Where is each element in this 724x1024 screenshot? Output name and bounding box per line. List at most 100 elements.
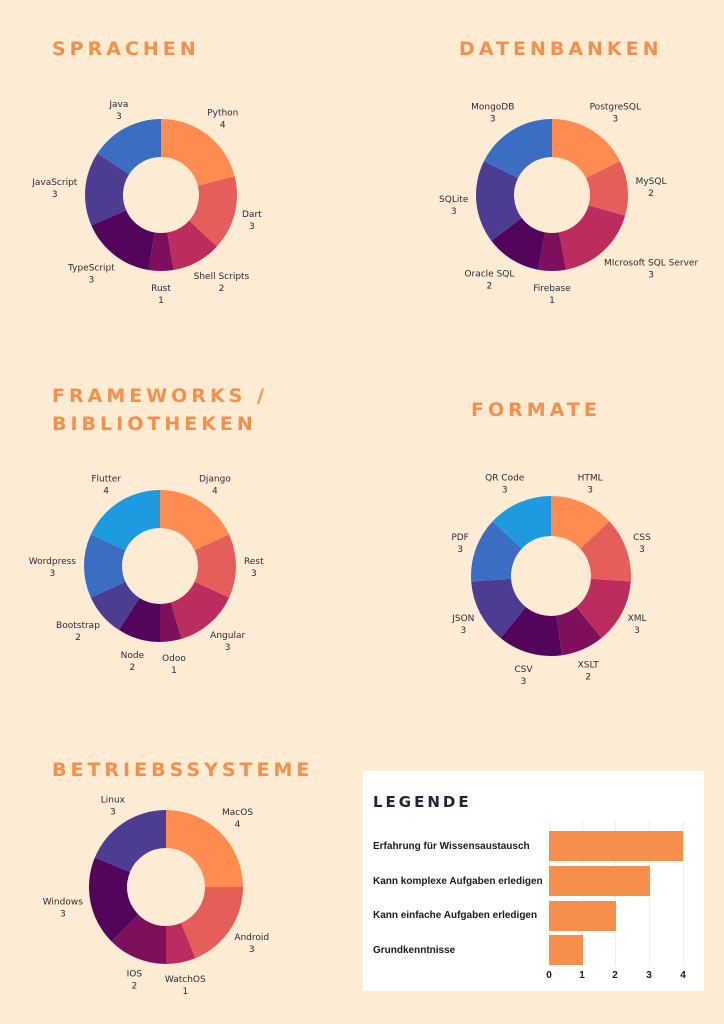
slice-shell-scripts <box>167 220 217 270</box>
slice-value-macos: 4 <box>235 820 241 830</box>
slice-android <box>180 887 244 959</box>
legend-gridline <box>683 821 684 966</box>
frameworks-title: FRAMEWORKS / BIBLIOTHEKEN <box>52 385 268 435</box>
slice-pdf <box>471 521 522 582</box>
legend-tick-label: 0 <box>546 970 552 981</box>
slice-label-html: HTML <box>578 473 603 483</box>
slice-label-json: JSON <box>451 614 474 624</box>
slice-odoo <box>160 602 182 642</box>
slice-label-mongodb: MongoDB <box>471 103 514 113</box>
legend-bar <box>549 901 616 931</box>
slice-flutter <box>90 490 160 551</box>
slice-label-linux: Linux <box>101 796 126 806</box>
slice-value-xslt: 2 <box>585 673 591 683</box>
slice-label-angular: Angular <box>210 631 245 641</box>
slice-label-wordpress: Wordpress <box>29 557 77 567</box>
slice-python <box>161 119 235 186</box>
slice-label-csv: CSV <box>514 665 533 675</box>
slice-label-rest: Rest <box>244 557 264 567</box>
legend-row-label: Kann komplexe Aufgaben erledigen <box>373 876 543 887</box>
slice-label-mysql: MySQL <box>636 177 667 187</box>
legend-row-label: Grundkenntnisse <box>373 945 456 956</box>
slice-microsoft-sql-server <box>558 205 626 270</box>
slice-label-ios: IOS <box>127 969 143 979</box>
legend-tick-label: 4 <box>680 970 686 981</box>
slice-watchos <box>166 923 196 964</box>
slice-wordpress <box>84 534 126 598</box>
slice-value-xml: 3 <box>634 626 640 636</box>
slice-label-xslt: XSLT <box>578 661 600 671</box>
legend-gridline <box>649 821 650 966</box>
slice-value-windows: 3 <box>60 909 66 919</box>
slice-label-bootstrap: Bootstrap <box>56 621 100 631</box>
legend-bar <box>549 935 583 965</box>
slice-rest <box>194 534 236 598</box>
legend-bar <box>549 831 683 861</box>
slice-label-watchos: WatchOS <box>165 975 206 985</box>
slice-value-json: 3 <box>460 626 466 636</box>
slice-value-wordpress: 3 <box>50 569 56 579</box>
slice-value-javascript: 3 <box>52 190 58 200</box>
legend-row-label: Erfahrung für Wissensaustausch <box>373 841 530 852</box>
slice-json <box>471 578 526 639</box>
slice-label-android: Android <box>234 933 269 943</box>
slice-value-microsoft-sql-server: 3 <box>648 270 654 280</box>
slice-value-rest: 3 <box>251 569 257 579</box>
slice-label-firebase: Firebase <box>533 284 571 294</box>
slice-value-shell-scripts: 2 <box>219 284 225 294</box>
slice-value-watchos: 1 <box>182 987 188 997</box>
slice-value-odoo: 1 <box>171 666 177 676</box>
slice-node <box>118 597 160 642</box>
legend-tick-label: 1 <box>579 970 585 981</box>
legend-row-label: Kann einfache Aufgaben erledigen <box>373 910 538 921</box>
slice-value-ios: 2 <box>132 981 138 991</box>
formate-title: FORMATE <box>471 399 601 421</box>
slice-label-oracle-sql: Oracle SQL <box>464 269 514 279</box>
slice-label-python: Python <box>207 109 238 119</box>
slice-value-typescript: 3 <box>89 275 95 285</box>
slice-label-macos: MacOS <box>222 808 253 818</box>
slice-value-android: 3 <box>249 945 255 955</box>
slice-xslt <box>556 607 602 656</box>
slice-macos <box>166 810 243 887</box>
slice-windows <box>89 857 139 942</box>
slice-value-java: 3 <box>116 112 122 122</box>
slice-rust <box>148 232 174 272</box>
slice-value-firebase: 1 <box>549 296 555 306</box>
slice-value-django: 4 <box>212 487 218 497</box>
slice-xml <box>576 578 631 639</box>
slice-label-javascript: JavaScript <box>31 178 78 188</box>
slice-value-pdf: 3 <box>457 545 463 555</box>
slice-label-java: Java <box>108 100 128 110</box>
slice-django <box>160 490 230 551</box>
slice-value-rust: 1 <box>158 296 164 306</box>
slice-value-mysql: 2 <box>648 189 654 199</box>
slice-qr-code <box>492 496 551 549</box>
slice-label-odoo: Odoo <box>162 654 186 664</box>
slice-label-shell-scripts: Shell Scripts <box>194 272 250 282</box>
slice-value-node: 2 <box>130 663 136 673</box>
slice-value-oracle-sql: 2 <box>487 281 493 291</box>
slice-value-bootstrap: 2 <box>75 633 81 643</box>
slice-ios <box>111 914 166 964</box>
slice-value-postgresql: 3 <box>612 115 618 125</box>
slice-label-dart: Dart <box>242 210 262 220</box>
slice-label-postgresql: PostgreSQL <box>590 103 641 113</box>
slice-label-qr-code: QR Code <box>485 473 525 483</box>
slice-label-windows: Windows <box>43 897 83 907</box>
slice-csv <box>500 607 562 656</box>
slice-value-qr-code: 3 <box>502 485 508 495</box>
slice-value-csv: 3 <box>521 677 527 687</box>
slice-typescript <box>91 210 155 270</box>
legend-title: LEGENDE <box>373 793 472 811</box>
slice-oracle-sql <box>491 217 546 270</box>
slice-sqlite <box>476 161 522 241</box>
legend-panel: LEGENDE Erfahrung für Wissensaustausch K… <box>363 771 704 991</box>
slice-value-linux: 3 <box>110 808 116 818</box>
slice-label-node: Node <box>121 651 145 661</box>
slice-value-dart: 3 <box>249 222 255 232</box>
